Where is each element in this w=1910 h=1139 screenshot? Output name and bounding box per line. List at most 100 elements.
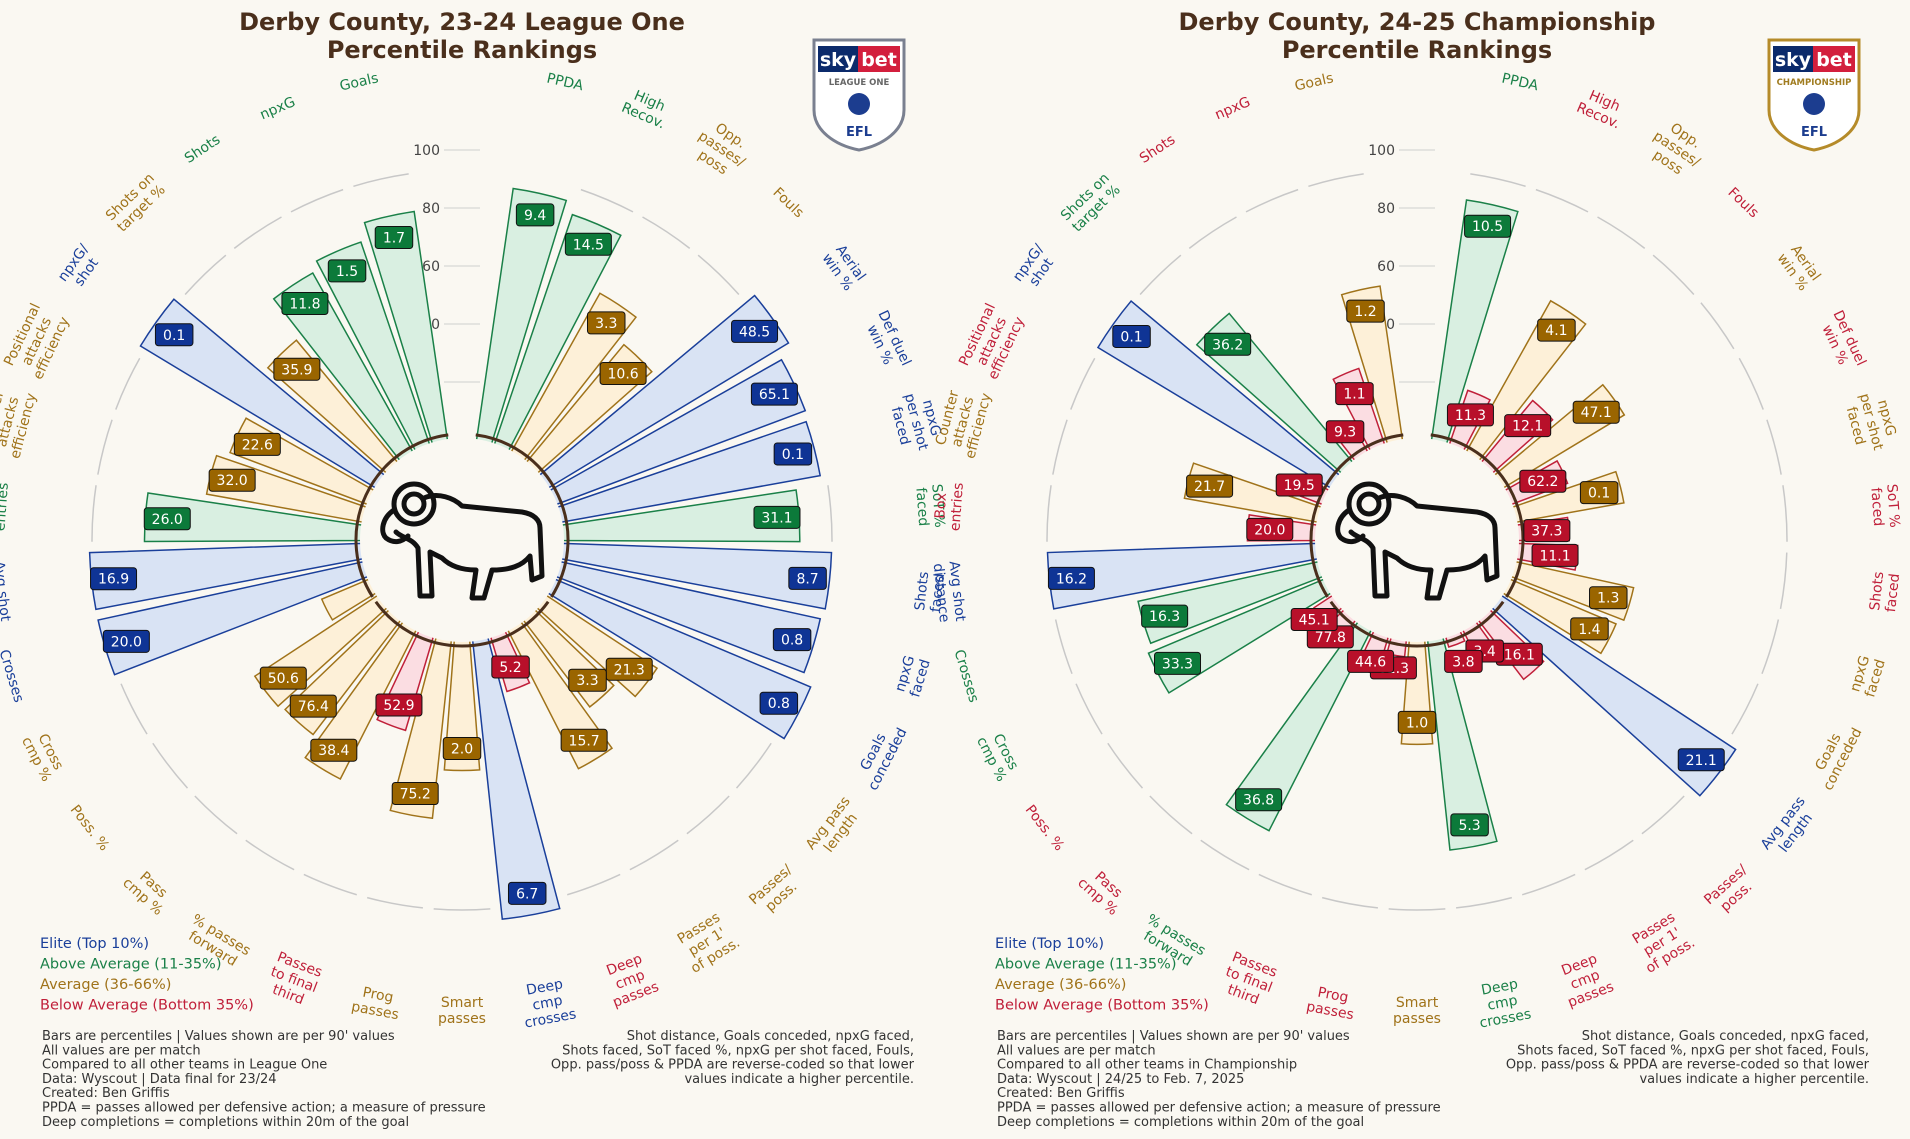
category-label: Fouls xyxy=(1725,185,1762,222)
value-badge xyxy=(1464,214,1512,238)
category-label: Passcmp % xyxy=(119,863,176,919)
footnote-left: Created: Ben Griffis xyxy=(997,1086,1125,1101)
badge-efl: EFL xyxy=(1801,125,1827,140)
value-badge xyxy=(1047,566,1095,590)
value-badge xyxy=(1523,519,1571,543)
footnote-left: Created: Ben Griffis xyxy=(42,1086,170,1101)
value-label: 9.3 xyxy=(1334,425,1356,441)
grid-arc xyxy=(1070,357,1096,410)
value-badge xyxy=(586,311,626,335)
legend-average: Average (36-66%) xyxy=(995,977,1126,993)
value-label: 47.1 xyxy=(1581,405,1612,421)
value-badge xyxy=(507,881,547,905)
value-label: 22.6 xyxy=(242,437,273,453)
category-label: Passesto finalthird xyxy=(1218,949,1281,1011)
value-badge xyxy=(442,737,482,760)
section-arc xyxy=(1329,600,1505,648)
value-label: 12.1 xyxy=(1512,419,1543,435)
value-label: 20.0 xyxy=(111,634,142,650)
value-badge xyxy=(154,323,194,347)
category-label: Passesper 1'of poss. xyxy=(671,907,742,976)
category-label: Aerialwin % xyxy=(1774,241,1824,294)
section-arc xyxy=(374,600,550,648)
category-label: Shots ontarget % xyxy=(103,170,169,235)
value-badge xyxy=(750,382,798,406)
category-label: Poss. % xyxy=(1022,802,1067,854)
value-badge xyxy=(310,738,358,762)
section-arc xyxy=(1430,433,1525,598)
value-label: 8.7 xyxy=(796,571,818,587)
value-label: 77.8 xyxy=(1315,630,1346,646)
value-label: 65.1 xyxy=(759,387,790,403)
value-label: 26.0 xyxy=(152,512,183,528)
value-badge xyxy=(759,691,799,715)
value-badge xyxy=(731,319,779,343)
value-badge xyxy=(1290,608,1338,632)
category-label: Passes/poss. xyxy=(746,862,806,920)
ram-logo xyxy=(1335,481,1500,601)
grid-arc xyxy=(1245,188,1299,213)
value-badge xyxy=(1579,481,1619,505)
footnote-left: Data: Wyscout | 24/25 to Feb. 7, 2025 xyxy=(997,1072,1244,1087)
footnote-right: Opp. pass/poss & PPDA are reverse-coded … xyxy=(1506,1058,1870,1073)
footnote-left: Compared to all other teams in League On… xyxy=(42,1058,327,1073)
legend-elite: Elite (Top 10%) xyxy=(995,936,1104,952)
grid-arc xyxy=(1388,908,1446,911)
grid-arc xyxy=(1456,896,1513,909)
footnote-left: All values are per match xyxy=(42,1043,201,1058)
value-badge xyxy=(772,628,812,652)
category-label: Fouls xyxy=(770,185,807,222)
category-label: npxGfaced xyxy=(892,653,934,699)
badge-sponsor-2: bet xyxy=(1816,49,1852,71)
category-label: Goalsconceded xyxy=(851,718,911,793)
footnote-right: values indicate a higher percentile. xyxy=(684,1072,914,1087)
category-label: Shotsfaced xyxy=(912,571,948,613)
grid-arc xyxy=(580,188,634,213)
category-label: npxG/shot xyxy=(55,241,105,294)
category-label: Crosses xyxy=(0,648,27,705)
category-label: Deepcmppasses xyxy=(599,949,661,1011)
value-label: 16.3 xyxy=(1149,609,1180,625)
category-label: Positionalattacksefficiency xyxy=(1,301,73,382)
grid-arc xyxy=(1046,485,1052,542)
grid-arc xyxy=(1597,216,1646,249)
grid-arc xyxy=(1652,254,1695,296)
value-label: 21.3 xyxy=(614,662,645,678)
footnote-left: Data: Wyscout | Data final for 23/24 xyxy=(42,1072,277,1087)
value-badge xyxy=(233,432,281,456)
value-label: 11.8 xyxy=(289,297,320,313)
value-label: 1.2 xyxy=(1354,304,1376,320)
value-label: 38.4 xyxy=(318,743,349,759)
grid-arc xyxy=(1470,173,1526,188)
value-badge xyxy=(102,629,150,653)
value-label: 48.5 xyxy=(739,324,770,340)
center-disc xyxy=(360,438,564,642)
value-label: 75.2 xyxy=(400,787,431,803)
category-label: Passesper 1'of poss. xyxy=(1626,907,1697,976)
value-badge xyxy=(208,468,256,492)
value-label: 32.0 xyxy=(217,473,248,489)
footnote-left: Bars are percentiles | Values shown are … xyxy=(997,1029,1350,1044)
grid-arc xyxy=(120,683,148,735)
value-label: 4.1 xyxy=(1545,323,1567,339)
category-label: Deepcmpcrosses xyxy=(1472,975,1532,1032)
grid-arc xyxy=(1522,873,1576,896)
value-badge xyxy=(1246,517,1294,541)
grid-arc xyxy=(827,485,833,542)
badge-sponsor-1: sky xyxy=(820,49,857,71)
category-label: npxG xyxy=(258,94,298,123)
grid-arc xyxy=(642,216,691,249)
value-badge xyxy=(1186,474,1234,498)
value-badge xyxy=(281,292,329,316)
category-label: Progpasses xyxy=(350,983,403,1023)
value-label: 10.6 xyxy=(608,366,639,382)
grid-arc xyxy=(97,419,113,475)
grid-arc xyxy=(1761,619,1780,675)
category-label: Goals xyxy=(1293,70,1335,94)
value-badge xyxy=(1141,604,1189,628)
category-label: HighRecov. xyxy=(1574,85,1629,132)
category-label: Goalsconceded xyxy=(1806,718,1866,793)
value-badge xyxy=(1504,414,1552,438)
grid-arc xyxy=(1139,254,1182,296)
